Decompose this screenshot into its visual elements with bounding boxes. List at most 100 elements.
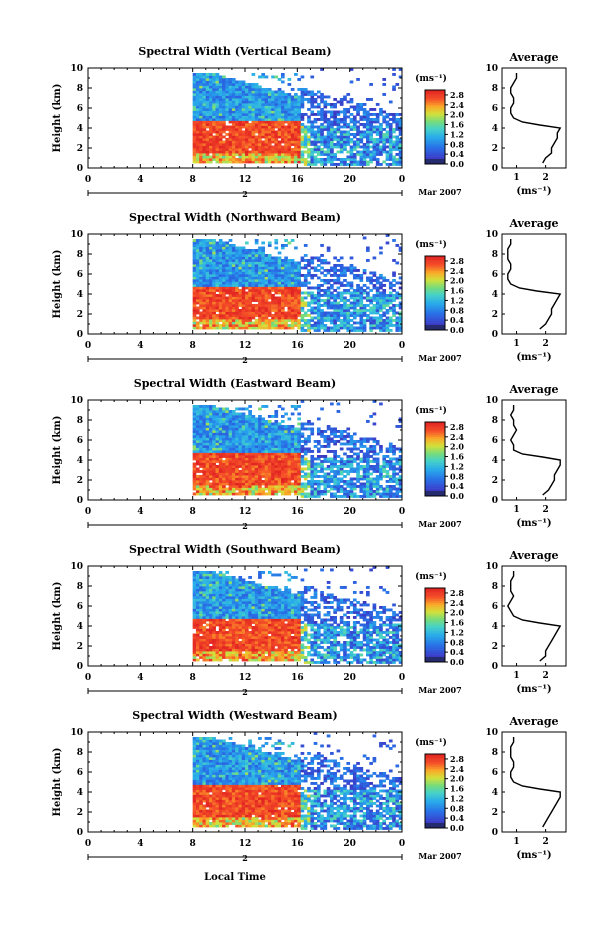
heatmap-cell — [271, 286, 275, 290]
heatmap-cell — [261, 274, 266, 277]
heatmap-cell — [274, 321, 279, 325]
heatmap-cell — [251, 432, 256, 436]
heatmap-cell — [228, 301, 233, 305]
heatmap-cell — [258, 133, 262, 136]
heatmap-cell — [336, 110, 341, 114]
heatmap-cell — [245, 130, 249, 134]
heatmap-cell — [218, 326, 223, 330]
heatmap-cell — [251, 103, 256, 106]
heatmap-cell — [192, 427, 197, 431]
heatmap-cell — [228, 415, 233, 418]
heatmap-cell — [395, 118, 400, 121]
heatmap-cell — [218, 316, 223, 320]
heatmap-cell — [372, 324, 377, 327]
heatmap-cell — [388, 329, 393, 332]
heatmap-cell — [336, 123, 341, 126]
heatmap-cell — [267, 296, 272, 300]
heatmap-cell — [297, 472, 301, 476]
colorbar-segment — [425, 106, 445, 109]
heatmap-cell — [369, 281, 373, 285]
heatmap-cell — [303, 427, 308, 431]
heatmap-cell — [202, 251, 207, 255]
heatmap-cell — [277, 269, 282, 272]
heatmap-cell — [388, 281, 393, 285]
heatmap-cell — [267, 480, 272, 483]
heatmap-cell — [225, 133, 230, 136]
heatmap-cell — [271, 153, 275, 156]
heatmap-cell — [241, 120, 246, 124]
heatmap-cell — [235, 88, 239, 91]
heatmap-cell — [205, 450, 210, 453]
heatmap-cell — [382, 83, 387, 86]
heatmap-cell — [336, 472, 341, 476]
heatmap-cell — [195, 450, 200, 453]
heatmap-cell — [202, 249, 207, 252]
heatmap-cell — [228, 487, 233, 491]
heatmap-cell — [192, 467, 197, 471]
heatmap-cell — [320, 445, 324, 448]
heatmap-cell — [277, 251, 282, 255]
heatmap-cell — [241, 435, 246, 438]
heatmap-cell — [343, 266, 347, 270]
heatmap-cell — [271, 296, 275, 300]
heatmap-cell — [212, 281, 216, 285]
heatmap-cell — [228, 482, 233, 486]
heatmap-cell — [339, 264, 344, 267]
heatmap-cell — [202, 75, 207, 79]
heatmap-cell — [303, 279, 308, 282]
heatmap-cell — [330, 269, 334, 272]
heatmap-cell — [258, 430, 262, 433]
profile-y-tick-label: 2 — [492, 144, 498, 154]
heatmap-cell — [323, 314, 328, 317]
heatmap-cell — [231, 83, 236, 86]
heatmap-cell — [336, 135, 341, 139]
heatmap-cell — [290, 447, 295, 451]
heatmap-cell — [290, 452, 295, 456]
heatmap-cell — [258, 249, 262, 252]
heatmap-cell — [287, 304, 292, 307]
heatmap-cell — [316, 269, 321, 272]
heatmap-cell — [343, 138, 347, 141]
heatmap-cell — [336, 440, 341, 443]
heatmap-cell — [195, 140, 200, 144]
colorbar-segment — [425, 117, 445, 120]
heatmap-cell — [238, 103, 243, 106]
colorbar-segment — [425, 154, 445, 157]
heatmap-cell — [323, 467, 328, 471]
heatmap-cell — [362, 153, 367, 156]
heatmap-cell — [251, 482, 256, 486]
heatmap-cell — [209, 467, 213, 471]
heatmap-cell — [372, 140, 377, 144]
heatmap-cell — [241, 274, 246, 277]
heatmap-cell — [323, 482, 328, 486]
heatmap-cell — [199, 462, 203, 466]
heatmap-cell — [258, 135, 262, 139]
heatmap-cell — [254, 490, 259, 493]
colorbar-segment — [425, 256, 445, 259]
heatmap-cell — [277, 135, 282, 139]
heatmap-cell — [316, 301, 321, 305]
heatmap-cell — [277, 103, 282, 106]
heatmap-cell — [280, 492, 285, 496]
heatmap-cell — [235, 130, 239, 134]
heatmap-cell — [379, 281, 383, 285]
heatmap-cell — [251, 422, 256, 426]
heatmap-cell — [231, 435, 236, 438]
heatmap-cell — [310, 140, 315, 144]
heatmap-cell — [231, 410, 236, 413]
heatmap-cell — [215, 98, 220, 101]
heatmap-cell — [209, 274, 213, 277]
heatmap-cell — [379, 140, 383, 144]
heatmap-cell — [323, 472, 328, 476]
heatmap-cell — [349, 158, 354, 161]
heatmap-cell — [209, 289, 213, 292]
heatmap-cell — [218, 88, 223, 91]
heatmap-cell — [251, 85, 256, 89]
heatmap-cell — [300, 309, 305, 312]
heatmap-cell — [369, 138, 373, 141]
heatmap-cell — [382, 304, 387, 307]
heatmap-cell — [235, 316, 239, 320]
heatmap-cell — [333, 462, 337, 466]
heatmap-cell — [336, 465, 341, 468]
heatmap-cell — [264, 158, 269, 161]
